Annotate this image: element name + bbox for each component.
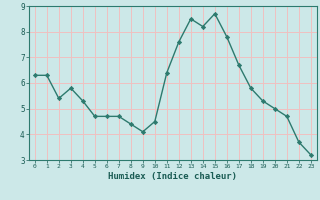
- X-axis label: Humidex (Indice chaleur): Humidex (Indice chaleur): [108, 172, 237, 181]
